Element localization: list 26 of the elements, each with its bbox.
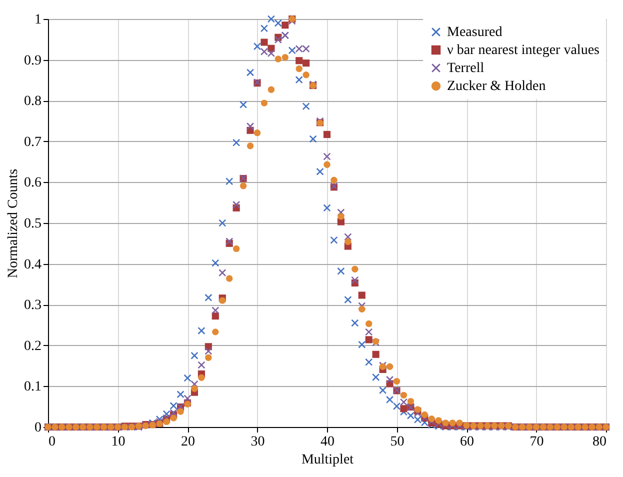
legend-label: ν bar nearest integer values	[447, 43, 600, 58]
x-tick-label: 0	[48, 434, 56, 450]
y-tick-label: 0.4	[24, 257, 42, 272]
legend-label: Terrell	[447, 61, 484, 76]
x-tick-label: 40	[320, 434, 334, 450]
x-tick-label: 10	[111, 434, 126, 450]
x-tick-label: 30	[250, 434, 265, 450]
y-tick-label: 0.6	[24, 176, 42, 191]
y-tick-label: 1	[34, 12, 42, 28]
y-tick-label: 0	[34, 420, 42, 436]
y-tick-label: 0.1	[24, 380, 42, 395]
x-axis-title: Multiplet	[301, 452, 354, 468]
y-tick-label: 0.7	[24, 134, 42, 150]
legend-label: Measured	[447, 25, 502, 40]
x-tick-label: 80	[592, 434, 606, 450]
x-tick-label: 50	[390, 434, 404, 450]
y-tick-label: 0.3	[24, 298, 42, 314]
legend-label: Zucker & Holden	[447, 79, 546, 94]
y-tick-label: 0.5	[24, 216, 42, 232]
y-tick-label: 0.2	[24, 338, 42, 354]
x-tick-label: 60	[460, 434, 474, 450]
x-tick-label: 70	[530, 434, 544, 450]
y-tick-label: 0.9	[24, 53, 42, 68]
y-tick-label: 0.8	[24, 94, 42, 110]
y-axis-title: Normalized Counts	[6, 168, 21, 278]
x-tick-label: 20	[181, 434, 195, 450]
